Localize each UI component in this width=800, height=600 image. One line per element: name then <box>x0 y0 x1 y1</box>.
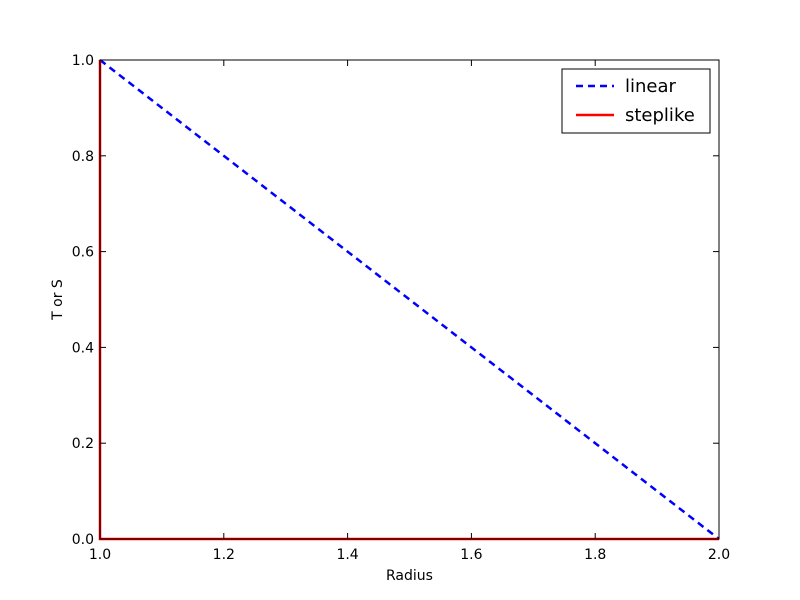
x-tick-label: 1.0 <box>89 547 111 563</box>
y-axis-label: T or S <box>50 279 66 321</box>
y-tick-label: 1.0 <box>72 53 94 69</box>
legend: linear steplike <box>561 68 711 134</box>
y-tick-label: 0.6 <box>72 245 94 261</box>
x-tick-label: 1.8 <box>584 547 606 563</box>
x-axis-label: Radius <box>386 568 433 584</box>
x-tick-label: 1.4 <box>336 547 358 563</box>
ticks-layer: 1.0 1.2 1.4 1.6 1.8 2.0 0.0 0.2 0.4 0.6 0.8 1.0 <box>72 53 730 563</box>
legend-box <box>561 68 711 134</box>
y-tick-label: 0.8 <box>72 149 94 165</box>
legend-linear-label: linear <box>625 76 677 97</box>
x-tick-label: 1.2 <box>213 547 235 563</box>
legend-steplike-label: steplike <box>625 105 695 126</box>
series-line-linear <box>99 59 720 540</box>
y-tick-label: 0.2 <box>72 436 94 452</box>
y-tick-label: 0.4 <box>72 340 94 356</box>
x-tick-label: 2.0 <box>708 547 730 563</box>
plot-frame <box>99 59 720 540</box>
y-tick-label: 0.0 <box>72 532 94 548</box>
x-tick-label: 1.6 <box>460 547 482 563</box>
